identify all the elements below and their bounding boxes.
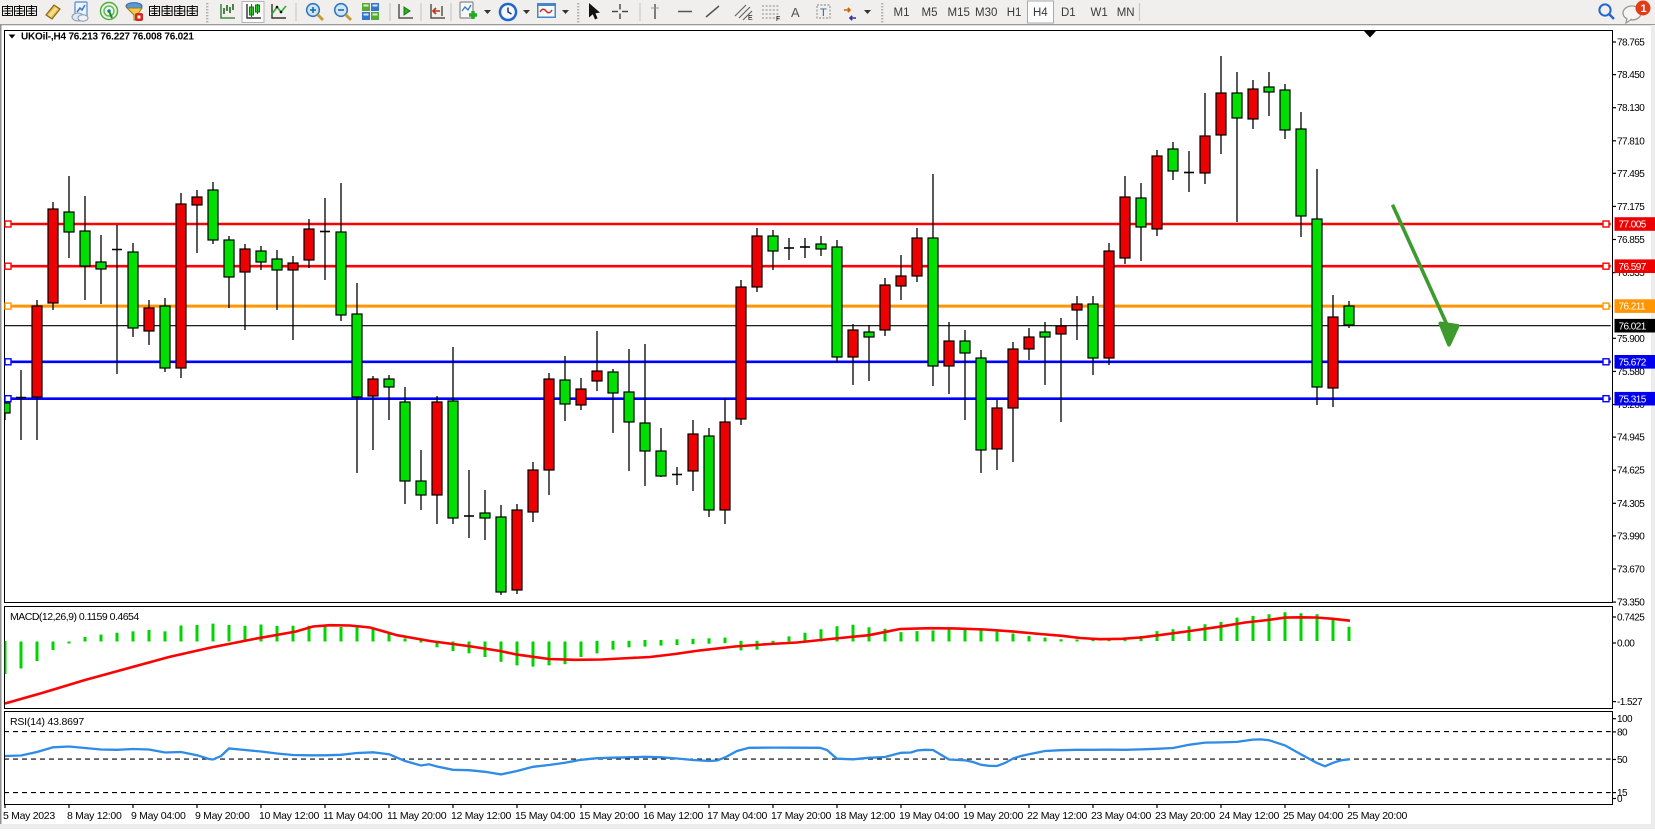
svg-text:10 May 12:00: 10 May 12:00: [259, 810, 319, 822]
svg-text:24 May 12:00: 24 May 12:00: [1219, 810, 1279, 822]
svg-text:74.625: 74.625: [1617, 466, 1645, 477]
svg-text:A: A: [791, 5, 800, 20]
svg-text:W1: W1: [1091, 7, 1108, 19]
svg-text:E: E: [748, 15, 753, 22]
svg-text:MN: MN: [1117, 7, 1135, 19]
svg-text:UKOil-,H4 76.213 76.227 76.00: UKOil-,H4 76.213 76.227 76.008 76.021: [21, 32, 194, 43]
svg-text:77.005: 77.005: [1619, 220, 1647, 231]
svg-text:T: T: [820, 7, 827, 19]
svg-text:15 May 20:00: 15 May 20:00: [579, 810, 639, 822]
svg-text:0.00: 0.00: [1617, 639, 1635, 650]
svg-text:75.900: 75.900: [1617, 334, 1645, 345]
svg-text:77.175: 77.175: [1617, 202, 1645, 213]
svg-text:MACD(12,26,9) 0.1159 0.4654: MACD(12,26,9) 0.1159 0.4654: [10, 611, 139, 623]
svg-text:M15: M15: [948, 7, 970, 19]
svg-text:76.211: 76.211: [1619, 302, 1647, 313]
svg-text:15 May 04:00: 15 May 04:00: [515, 810, 575, 822]
svg-text:17 May 04:00: 17 May 04:00: [707, 810, 767, 822]
svg-text:1: 1: [1641, 3, 1647, 15]
svg-text:23 May 04:00: 23 May 04:00: [1091, 810, 1151, 822]
svg-text:74.945: 74.945: [1617, 433, 1645, 444]
svg-text:M1: M1: [894, 7, 910, 19]
svg-text:9 May 04:00: 9 May 04:00: [131, 810, 186, 822]
svg-text:76.021: 76.021: [1619, 321, 1647, 332]
svg-text:18 May 12:00: 18 May 12:00: [835, 810, 895, 822]
svg-text:76.855: 76.855: [1617, 235, 1645, 246]
svg-text:77.810: 77.810: [1617, 136, 1645, 147]
svg-text:76.597: 76.597: [1619, 262, 1647, 273]
svg-text:23 May 20:00: 23 May 20:00: [1155, 810, 1215, 822]
svg-text:74.305: 74.305: [1617, 499, 1645, 510]
svg-text:78.130: 78.130: [1617, 103, 1645, 114]
svg-text:H4: H4: [1033, 7, 1048, 19]
svg-text:17 May 20:00: 17 May 20:00: [771, 810, 831, 822]
svg-text:5 May 2023: 5 May 2023: [3, 810, 55, 822]
svg-text:F: F: [776, 16, 780, 23]
svg-text:8 May 12:00: 8 May 12:00: [67, 810, 122, 822]
svg-text:11 May 04:00: 11 May 04:00: [323, 810, 383, 822]
svg-text:75.672: 75.672: [1619, 357, 1647, 368]
svg-text:16 May 12:00: 16 May 12:00: [643, 810, 703, 822]
svg-text:75.315: 75.315: [1619, 394, 1647, 405]
svg-text:D1: D1: [1061, 7, 1076, 19]
svg-text:50: 50: [1617, 755, 1628, 766]
svg-text:M30: M30: [975, 7, 997, 19]
svg-text:-1.527: -1.527: [1617, 697, 1643, 708]
svg-text:73.350: 73.350: [1617, 598, 1645, 609]
svg-text:19 May 04:00: 19 May 04:00: [899, 810, 959, 822]
svg-text:100: 100: [1617, 714, 1633, 725]
svg-text:22 May 12:00: 22 May 12:00: [1027, 810, 1087, 822]
svg-text:M5: M5: [922, 7, 938, 19]
svg-text:11 May 20:00: 11 May 20:00: [387, 810, 447, 822]
svg-text:25 May 04:00: 25 May 04:00: [1283, 810, 1343, 822]
svg-text:19 May 20:00: 19 May 20:00: [963, 810, 1023, 822]
svg-text:80: 80: [1617, 727, 1628, 738]
svg-text:73.990: 73.990: [1617, 531, 1645, 542]
svg-text:78.765: 78.765: [1617, 38, 1645, 49]
svg-text:77.495: 77.495: [1617, 169, 1645, 180]
svg-text:25 May 20:00: 25 May 20:00: [1347, 810, 1407, 822]
svg-text:H1: H1: [1007, 7, 1022, 19]
svg-text:RSI(14) 43.8697: RSI(14) 43.8697: [10, 716, 84, 728]
svg-text:12 May 12:00: 12 May 12:00: [451, 810, 511, 822]
svg-text:0.7425: 0.7425: [1617, 613, 1645, 624]
svg-text:73.670: 73.670: [1617, 565, 1645, 576]
svg-text:9 May 20:00: 9 May 20:00: [195, 810, 250, 822]
svg-text:78.450: 78.450: [1617, 70, 1645, 81]
